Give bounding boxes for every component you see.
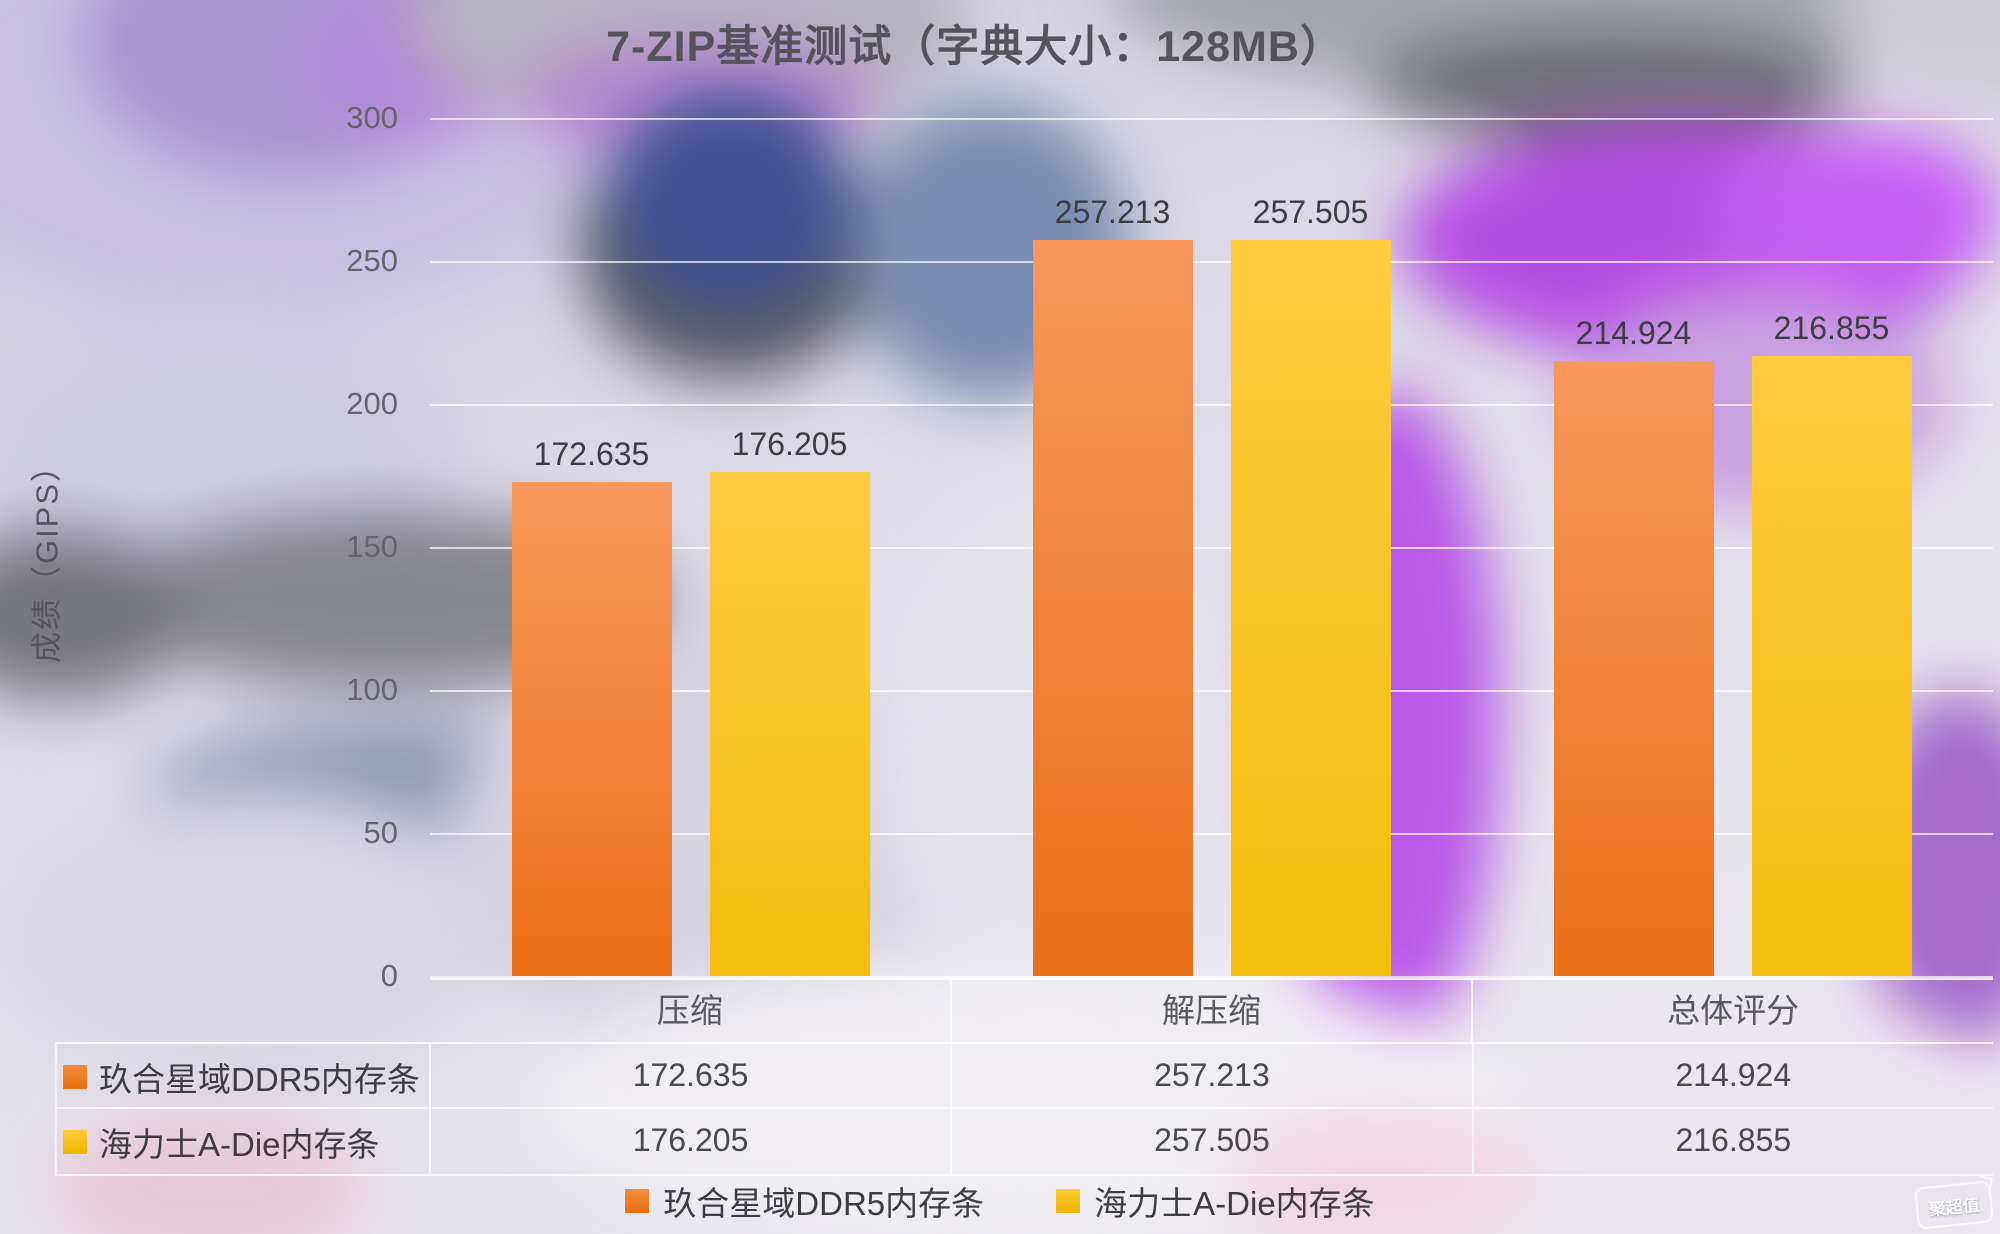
series-name: 玖合星域DDR5内存条	[99, 1060, 420, 1098]
legend-item-海力士A-Die内存条: 海力士A-Die内存条	[1056, 1177, 1375, 1225]
table-series-label: 玖合星域DDR5内存条	[55, 1044, 429, 1109]
y-tick-200: 200	[346, 386, 398, 421]
bar-value-label: 214.924	[1575, 315, 1692, 352]
bar-value-label: 172.635	[533, 436, 650, 473]
legend-color-swatch	[625, 1189, 650, 1213]
bar-group-解压缩: 257.213 257.505	[951, 194, 1472, 976]
bar-value-label: 257.505	[1252, 193, 1369, 230]
chart-title: 7-ZIP基准测试（字典大小：128MB）	[606, 23, 1344, 71]
legend-color-swatch	[1056, 1189, 1081, 1213]
y-axis-title: 成绩（GIPS）	[29, 448, 65, 664]
bar-value-label: 257.213	[1054, 194, 1171, 231]
watermark-badge: 聚超值	[1914, 1180, 1994, 1230]
table-row: 海力士A-Die内存条 176.205 257.505 216.855	[55, 1107, 1993, 1176]
gridline-100	[430, 690, 1993, 692]
gridline-250	[430, 261, 1993, 263]
bar-rect	[709, 472, 870, 976]
gridline-150	[430, 547, 1993, 549]
table-value-总体评分: 214.924	[1471, 1044, 1993, 1109]
legend-item-玖合星域DDR5内存条: 玖合星域DDR5内存条	[625, 1177, 984, 1225]
y-tick-0: 0	[380, 958, 398, 993]
y-tick-50: 50	[363, 815, 398, 850]
bar-海力士A-Die内存条-解压缩: 257.505	[1230, 194, 1391, 976]
gridline-300	[430, 118, 1993, 120]
table-value-压缩: 172.635	[428, 1044, 950, 1109]
table-header-压缩: 压缩	[656, 992, 723, 1029]
bar-海力士A-Die内存条-总体评分: 216.855	[1751, 310, 1912, 976]
table-value-压缩: 176.205	[428, 1109, 950, 1174]
gridline-50	[430, 833, 1993, 835]
legend-label: 玖合星域DDR5内存条	[663, 1185, 985, 1222]
table-value-总体评分: 216.855	[1471, 1109, 1993, 1174]
bar-rect	[511, 482, 672, 976]
table-row: 玖合星域DDR5内存条 172.635 257.213 214.924	[55, 1042, 1993, 1109]
table-value-解压缩: 257.505	[950, 1109, 1471, 1174]
plot-area: 172.635 176.205 257.213 257.505 214.924 216.8…	[430, 118, 1993, 978]
bar-value-label: 176.205	[731, 426, 848, 463]
bar-group-压缩: 172.635 176.205	[430, 426, 951, 976]
table-header-解压缩: 解压缩	[949, 980, 1472, 1044]
series-name: 海力士A-Die内存条	[99, 1125, 380, 1163]
gridline-200	[430, 404, 1993, 406]
bar-rect	[1553, 361, 1714, 976]
y-tick-300: 300	[346, 100, 398, 135]
bar-玖合星域DDR5内存条-总体评分: 214.924	[1553, 315, 1714, 976]
table-value-解压缩: 257.213	[950, 1044, 1471, 1109]
legend: 玖合星域DDR5内存条 海力士A-Die内存条	[0, 1178, 2000, 1224]
y-tick-250: 250	[346, 243, 398, 278]
series-color-swatch	[63, 1129, 87, 1154]
legend-label: 海力士A-Die内存条	[1094, 1185, 1375, 1222]
y-tick-100: 100	[346, 672, 398, 707]
y-tick-150: 150	[346, 529, 398, 564]
bar-玖合星域DDR5内存条-解压缩: 257.213	[1032, 194, 1193, 976]
bar-rect	[1751, 355, 1912, 976]
gridline-0	[430, 976, 1993, 978]
bar-海力士A-Die内存条-压缩: 176.205	[709, 426, 870, 976]
table-header-总体评分: 总体评分	[1471, 980, 1993, 1044]
table-category-header-row: 压缩 解压缩 总体评分	[430, 978, 1993, 1044]
bar-group-总体评分: 214.924 216.855	[1472, 310, 1993, 976]
bar-rect	[1032, 240, 1193, 976]
bar-rect	[1230, 239, 1391, 976]
bar-value-label: 216.855	[1773, 309, 1890, 346]
table-series-label: 海力士A-Die内存条	[55, 1109, 429, 1174]
series-color-swatch	[63, 1064, 87, 1089]
bar-玖合星域DDR5内存条-压缩: 172.635	[511, 436, 672, 976]
